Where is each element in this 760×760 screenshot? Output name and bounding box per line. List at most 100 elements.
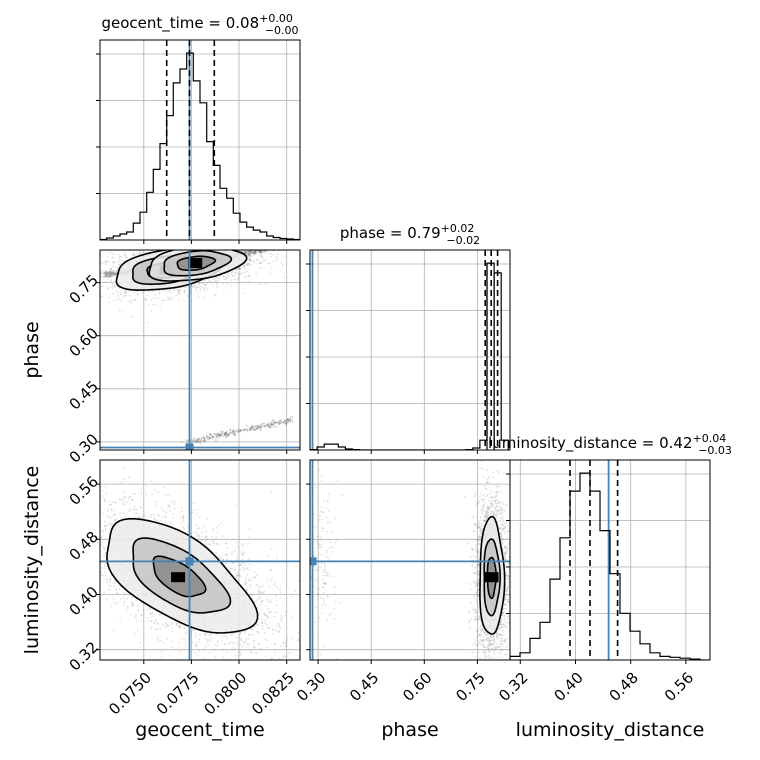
sample-point: [232, 429, 235, 432]
sample-point: [116, 298, 119, 301]
sample-point: [229, 248, 231, 250]
sample-point: [105, 275, 107, 278]
sample-point: [105, 263, 108, 266]
sample-point: [203, 438, 206, 440]
sample-point: [286, 419, 289, 422]
sample-point: [150, 620, 153, 622]
sample-point: [243, 266, 246, 269]
sample-point: [264, 613, 267, 616]
sample-point: [267, 421, 270, 424]
sample-point: [239, 650, 242, 652]
sample-point: [270, 244, 272, 246]
sample-point: [281, 247, 283, 249]
sample-point: [103, 271, 106, 274]
sample-point: [241, 552, 243, 555]
sample-point: [245, 424, 248, 427]
sample-point: [108, 274, 110, 277]
sample-point: [223, 433, 226, 435]
sample-point: [197, 245, 199, 247]
sample-point: [129, 495, 132, 498]
sample-point: [250, 426, 253, 429]
sample-point: [259, 591, 262, 593]
sample-point: [249, 259, 252, 262]
sample-point: [129, 507, 132, 510]
sample-point: [221, 432, 224, 435]
sample-point: [115, 266, 117, 269]
sample-point: [124, 292, 126, 294]
sample-point: [190, 532, 193, 535]
sample-point: [147, 304, 150, 306]
sample-point: [243, 551, 246, 554]
sample-point: [136, 252, 139, 255]
sample-point: [222, 244, 224, 246]
sample-point: [278, 247, 280, 249]
sample-point: [198, 527, 201, 530]
sample-point: [248, 252, 251, 255]
sample-point: [82, 517, 84, 519]
sample-point: [214, 246, 216, 248]
sample-point: [113, 261, 116, 263]
sample-point: [271, 423, 274, 425]
sample-point: [251, 593, 254, 595]
sample-point: [91, 497, 93, 499]
sample-point: [161, 668, 163, 670]
sample-point: [107, 296, 110, 299]
sample-point: [110, 270, 113, 272]
sample-point: [112, 256, 115, 259]
sample-point: [240, 429, 243, 432]
sample-point: [113, 598, 115, 601]
sample-point: [289, 420, 291, 423]
sample-point: [212, 278, 215, 281]
sample-point: [254, 576, 257, 578]
sample-point: [105, 272, 107, 274]
sample-point: [176, 246, 178, 248]
sample-point: [85, 509, 87, 511]
sample-point: [261, 585, 264, 588]
sample-point: [199, 247, 201, 249]
sample-point: [272, 254, 275, 257]
sample-point: [180, 510, 183, 513]
sample-point: [156, 519, 159, 522]
sample-point: [152, 236, 154, 238]
sample-point: [89, 517, 91, 519]
sample-point: [196, 655, 199, 657]
sample-point: [240, 250, 243, 253]
sample-point: [156, 637, 159, 640]
sample-point: [275, 247, 277, 249]
sample-point: [277, 623, 280, 626]
sample-point: [132, 604, 134, 607]
sample-point: [179, 236, 181, 238]
sample-point: [181, 243, 183, 245]
sample-point: [163, 615, 166, 617]
sample-point: [159, 305, 162, 308]
sample-point: [112, 270, 115, 273]
sample-point: [258, 592, 260, 594]
sample-point: [283, 641, 285, 644]
sample-point: [203, 243, 205, 245]
sample-point: [277, 611, 279, 614]
sample-point: [206, 639, 209, 642]
sample-point: [223, 246, 225, 248]
title-phase: phase = 0.79+0.02 −0.02: [340, 222, 480, 247]
sample-point: [270, 577, 273, 580]
sample-point: [122, 296, 125, 298]
sample-point: [105, 273, 108, 275]
sample-point: [231, 432, 234, 435]
sample-point: [218, 434, 221, 437]
sample-point: [141, 614, 143, 617]
sample-point: [253, 251, 256, 254]
title-geocent_time: geocent_time = 0.08+0.00 −0.00: [101, 12, 298, 37]
sample-point: [191, 441, 193, 444]
sample-point: [199, 244, 201, 246]
sample-point: [278, 244, 280, 246]
sample-point: [255, 427, 257, 430]
sample-point: [264, 622, 267, 624]
sample-point: [272, 247, 274, 249]
sample-point: [223, 432, 226, 434]
sample-point: [216, 237, 218, 239]
sample-point: [269, 426, 272, 429]
sample-point: [61, 519, 63, 521]
sample-point: [158, 291, 161, 294]
sample-point: [174, 248, 176, 250]
sample-point: [246, 429, 249, 431]
